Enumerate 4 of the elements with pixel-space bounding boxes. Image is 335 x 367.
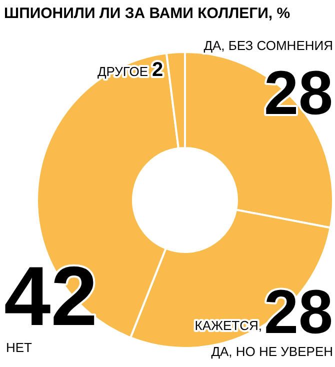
chart-title: ШПИОНИЛИ ЛИ ЗА ВАМИ КОЛЛЕГИ, % (4, 5, 290, 22)
slice-label: ДА, БЕЗ СОМНЕНИЯ (204, 38, 333, 53)
data-label: 2 (152, 59, 164, 81)
slice-label: НЕТ (6, 340, 32, 355)
